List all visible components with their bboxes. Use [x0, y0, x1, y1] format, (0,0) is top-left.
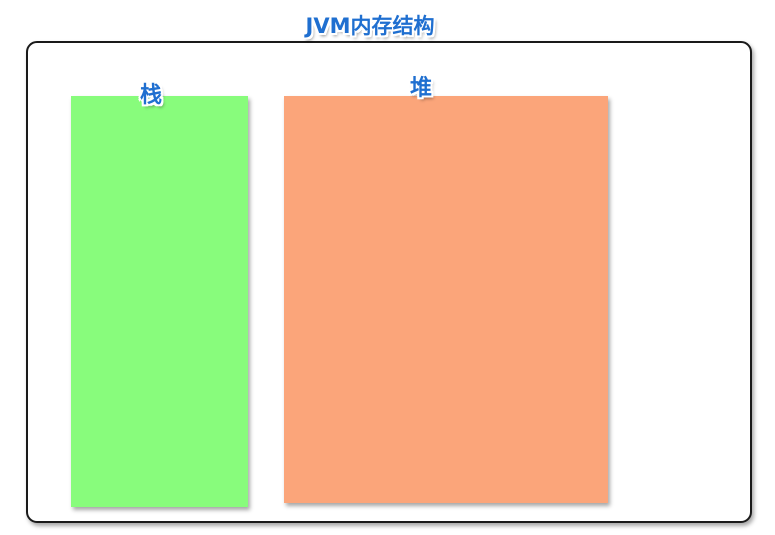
stack-region: [71, 96, 248, 507]
diagram-title: JVM内存结构: [305, 14, 435, 38]
stack-label: 栈: [140, 83, 163, 108]
heap-label: 堆: [410, 76, 433, 101]
heap-region: [284, 96, 608, 503]
